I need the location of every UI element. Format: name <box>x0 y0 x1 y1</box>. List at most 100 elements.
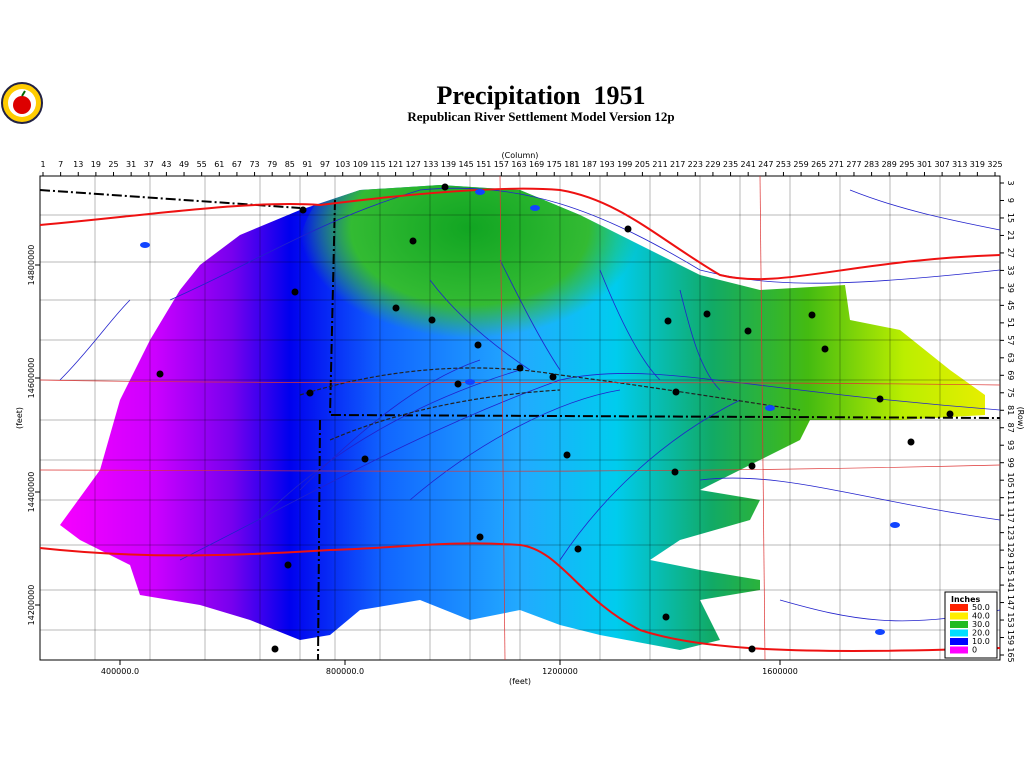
logo <box>1 82 43 124</box>
legend-swatch <box>950 646 968 654</box>
row-tick-label: 165 <box>1006 647 1015 662</box>
column-tick-label: 205 <box>635 160 650 169</box>
station <box>476 533 484 541</box>
column-tick-label: 43 <box>161 160 171 169</box>
legend-items: 50.040.030.020.010.00 <box>950 603 990 655</box>
station <box>306 389 314 397</box>
legend-label: 50.0 <box>972 603 990 612</box>
station <box>441 183 449 191</box>
station <box>624 225 632 233</box>
x-tick-label: 400000.0 <box>101 667 139 676</box>
road <box>759 175 766 661</box>
column-tick-label: 289 <box>882 160 897 169</box>
row-label: (Row) <box>1016 407 1024 430</box>
column-tick-label: 19 <box>91 160 101 169</box>
river <box>499 259 561 371</box>
station <box>563 451 571 459</box>
lake <box>875 629 885 635</box>
station <box>662 613 670 621</box>
y-tick-label: 14400000 <box>27 472 36 513</box>
x-axis-label: (feet) <box>509 677 531 686</box>
lake <box>465 379 475 385</box>
station <box>664 317 672 325</box>
river <box>559 399 741 561</box>
station <box>876 395 884 403</box>
row-tick-label: 135 <box>1006 560 1015 575</box>
legend-swatch <box>950 629 968 637</box>
station <box>808 311 816 319</box>
column-tick-label: 55 <box>197 160 207 169</box>
column-tick-label: 49 <box>179 160 189 169</box>
row-tick-label: 159 <box>1006 630 1015 645</box>
column-tick-label: 103 <box>335 160 350 169</box>
column-tick-label: 319 <box>970 160 985 169</box>
x-tick-label: 1600000 <box>762 667 798 676</box>
y-tick-label: 14800000 <box>27 245 36 286</box>
column-tick-label: 313 <box>952 160 967 169</box>
river <box>599 269 661 381</box>
column-tick-label: 193 <box>600 160 615 169</box>
stream-outline <box>329 389 561 441</box>
column-tick-label: 91 <box>302 160 312 169</box>
column-tick-label: 109 <box>353 160 368 169</box>
lake <box>530 205 540 211</box>
row-tick-label: 129 <box>1006 542 1015 557</box>
column-tick-label: 61 <box>214 160 224 169</box>
station <box>671 468 679 476</box>
row-tick-label: 51 <box>1006 318 1015 328</box>
road <box>39 464 1001 472</box>
map-overlay <box>39 175 1001 661</box>
column-tick-label: 199 <box>617 160 632 169</box>
column-tick-label: 325 <box>987 160 1002 169</box>
column-tick-label: 7 <box>58 160 63 169</box>
column-tick-label: 67 <box>232 160 242 169</box>
row-tick-label: 21 <box>1006 230 1015 240</box>
station <box>516 364 524 372</box>
river <box>429 279 531 371</box>
column-tick-label: 157 <box>494 160 509 169</box>
row-tick-label: 27 <box>1006 248 1015 258</box>
column-tick-label: 229 <box>705 160 720 169</box>
row-tick-label: 75 <box>1006 388 1015 398</box>
column-tick-label: 187 <box>582 160 597 169</box>
row-tick-label: 81 <box>1006 405 1015 415</box>
station <box>474 341 482 349</box>
column-tick-label: 253 <box>776 160 791 169</box>
logo-stem <box>21 90 26 97</box>
row-tick-label: 111 <box>1006 490 1015 505</box>
row-tick-label: 3 <box>1006 180 1015 185</box>
row-tick-label: 117 <box>1006 508 1015 523</box>
row-tick-label: 141 <box>1006 577 1015 592</box>
column-tick-label: 175 <box>547 160 562 169</box>
station <box>748 645 756 653</box>
station <box>821 345 829 353</box>
legend-label: 0 <box>972 646 977 655</box>
road <box>39 542 1001 652</box>
column-tick-label: 235 <box>723 160 738 169</box>
title: Precipitation 1951 <box>437 81 646 110</box>
river <box>409 389 621 501</box>
station <box>744 327 752 335</box>
axis-ticks: 1 7 13 19 25 31 37 43 49 55 61 67 73 79 85 91 97 103 109 11… <box>27 160 1015 676</box>
row-tick-label: 9 <box>1006 198 1015 203</box>
station <box>454 380 462 388</box>
river <box>699 477 1001 521</box>
lake <box>765 405 775 411</box>
station <box>156 370 164 378</box>
x-tick-label: 800000.0 <box>326 667 364 676</box>
row-tick-label: 33 <box>1006 265 1015 275</box>
row-tick-label: 93 <box>1006 440 1015 450</box>
legend-label: 40.0 <box>972 612 990 621</box>
row-tick-label: 39 <box>1006 283 1015 293</box>
legend: Inches 50.040.030.020.010.00 <box>944 591 998 659</box>
station <box>748 462 756 470</box>
column-tick-label: 151 <box>476 160 491 169</box>
station <box>392 304 400 312</box>
column-tick-label: 301 <box>917 160 932 169</box>
station <box>291 288 299 296</box>
row-tick-label: 57 <box>1006 335 1015 345</box>
station <box>946 410 954 418</box>
row-tick-label: 63 <box>1006 353 1015 363</box>
road <box>499 175 506 661</box>
